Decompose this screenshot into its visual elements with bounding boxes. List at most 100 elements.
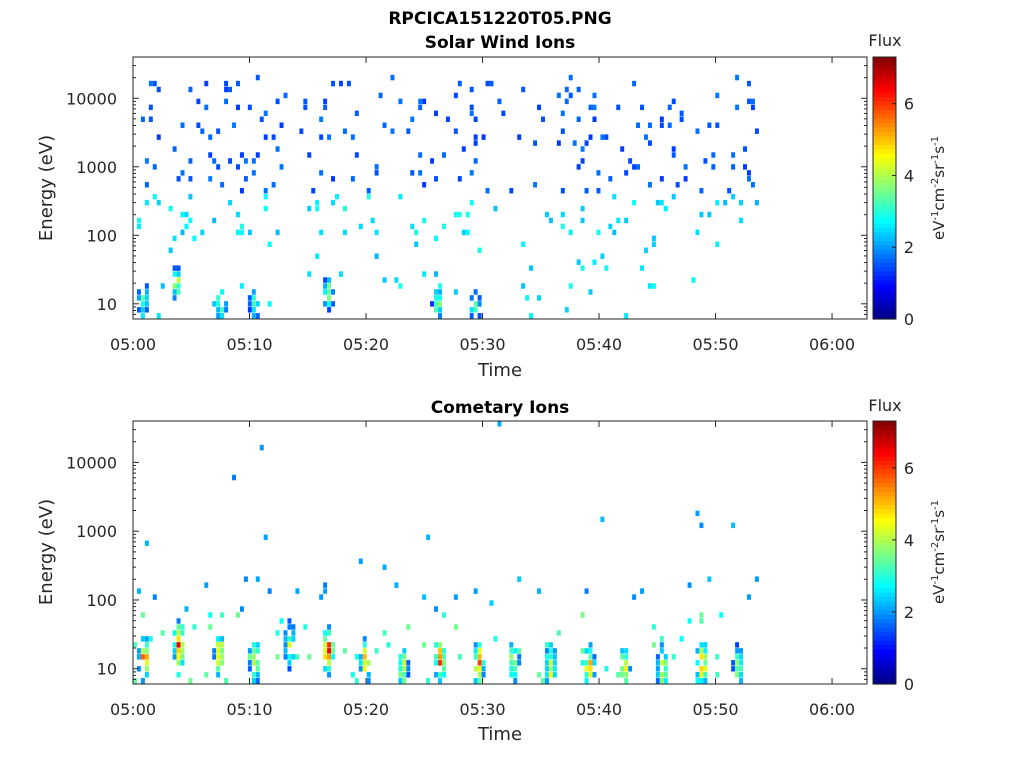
- heatmap-cell: [679, 116, 684, 122]
- heatmap-cell: [176, 624, 181, 630]
- heatmap-cell: [398, 678, 403, 684]
- heatmap-cell: [140, 654, 145, 660]
- heatmap-cell: [315, 253, 320, 259]
- heatmap-cell: [176, 277, 181, 283]
- heatmap-cell: [342, 648, 347, 654]
- heatmap-cell: [220, 307, 225, 313]
- colorbar-segment: [873, 434, 896, 440]
- heatmap-cell: [477, 247, 482, 253]
- heatmap-cell: [588, 666, 593, 672]
- heatmap-cell: [438, 672, 442, 678]
- heatmap-cell: [473, 289, 478, 295]
- colorbar-segment: [873, 421, 896, 426]
- colorbar-segment: [873, 618, 896, 624]
- heatmap-cell: [374, 170, 379, 176]
- x-tick-label: 05:00: [110, 700, 156, 719]
- y-ticks: 10 100 1000 10000: [66, 56, 867, 320]
- heatmap-cell: [188, 217, 193, 224]
- heatmap-cell: [438, 301, 442, 307]
- heatmap-cell: [350, 134, 355, 140]
- colorbar-segment: [873, 288, 896, 294]
- heatmap-cell: [663, 666, 668, 672]
- heatmap-cell: [323, 289, 328, 295]
- heatmap-cell: [703, 158, 708, 164]
- heatmap-cell: [148, 80, 153, 87]
- colorbar-segment: [873, 552, 896, 558]
- colorbar-segment: [873, 192, 896, 198]
- heatmap-cell: [374, 164, 379, 170]
- heatmap-cell: [239, 283, 244, 289]
- heatmap-cell: [616, 217, 621, 224]
- heatmap-cell: [287, 636, 292, 642]
- colorbar-segment: [873, 170, 896, 176]
- heatmap-cell: [469, 199, 474, 206]
- heatmap-cell: [358, 223, 363, 230]
- heatmap-cell: [663, 205, 668, 212]
- heatmap-cell: [263, 188, 268, 194]
- heatmap-cell: [655, 660, 660, 666]
- heatmap-cell: [216, 672, 221, 678]
- heatmap-cell: [212, 648, 217, 654]
- heatmap-cell: [311, 188, 316, 194]
- heatmap-cell: [659, 642, 664, 648]
- colorbar-frame: [872, 420, 897, 685]
- heatmap-cell: [172, 648, 177, 654]
- heatmap-cell: [275, 229, 280, 236]
- colorbar-title: Flux: [868, 396, 901, 415]
- colorbar-segment: [873, 675, 896, 681]
- heatmap-cell: [671, 98, 676, 105]
- heatmap-cell: [315, 199, 320, 206]
- heatmap-cell: [327, 666, 332, 672]
- colorbar-segment: [873, 591, 896, 597]
- heatmap-cell: [600, 134, 605, 140]
- heatmap-cell: [402, 660, 407, 666]
- heatmap-cell: [176, 271, 181, 277]
- heatmap-cell: [707, 211, 712, 218]
- heatmap-cell: [144, 648, 149, 654]
- heatmap-cell: [469, 104, 474, 111]
- heatmap-cell: [616, 672, 621, 678]
- heatmap-cell: [746, 80, 751, 87]
- heatmap-cell: [140, 648, 145, 654]
- heatmap-cell: [422, 217, 427, 224]
- heatmap-cell: [188, 193, 193, 200]
- heatmap-cell: [338, 271, 343, 277]
- heatmap-cell: [172, 642, 177, 648]
- heatmap-cell: [263, 110, 268, 117]
- heatmap-cell: [584, 666, 589, 672]
- heatmap-cell: [358, 666, 363, 672]
- heatmap-cell: [731, 193, 736, 200]
- heatmap-cell: [406, 672, 411, 678]
- heatmap-cell: [319, 229, 324, 236]
- heatmap-cell: [636, 122, 641, 128]
- colorbar-segment: [873, 70, 896, 76]
- heatmap-cell: [327, 660, 332, 666]
- heatmap-cell: [624, 217, 629, 224]
- heatmap-cell: [584, 588, 589, 594]
- heatmap-cell: [366, 188, 371, 194]
- heatmap-cell: [497, 421, 502, 427]
- x-tick-label: 05:10: [226, 700, 272, 719]
- colorbar-tick-label: 2: [904, 238, 914, 257]
- colorbar-segment: [873, 662, 896, 668]
- y-tick-label: 1000: [76, 158, 117, 177]
- heatmap-cell: [299, 128, 304, 134]
- colorbar-segment: [873, 222, 896, 228]
- heatmap-cell: [501, 110, 506, 117]
- heatmap-cell: [647, 182, 652, 188]
- heatmap-cell: [699, 666, 704, 672]
- heatmap-cell: [342, 229, 347, 236]
- heatmap-cell: [592, 104, 597, 111]
- heatmap-cell: [632, 594, 637, 600]
- heatmap-cell: [239, 188, 244, 194]
- heatmap-cell: [224, 80, 229, 87]
- heatmap-cell: [441, 612, 446, 618]
- x-tick-label: 05:10: [226, 335, 272, 354]
- heatmap-cell: [156, 313, 161, 319]
- colorbar-segment: [873, 279, 896, 285]
- heatmap-cell: [651, 642, 656, 648]
- heatmap-cell: [683, 176, 688, 182]
- colorbar-segment: [873, 640, 896, 646]
- heatmap-cell: [588, 642, 593, 648]
- colorbar-segment: [873, 131, 896, 137]
